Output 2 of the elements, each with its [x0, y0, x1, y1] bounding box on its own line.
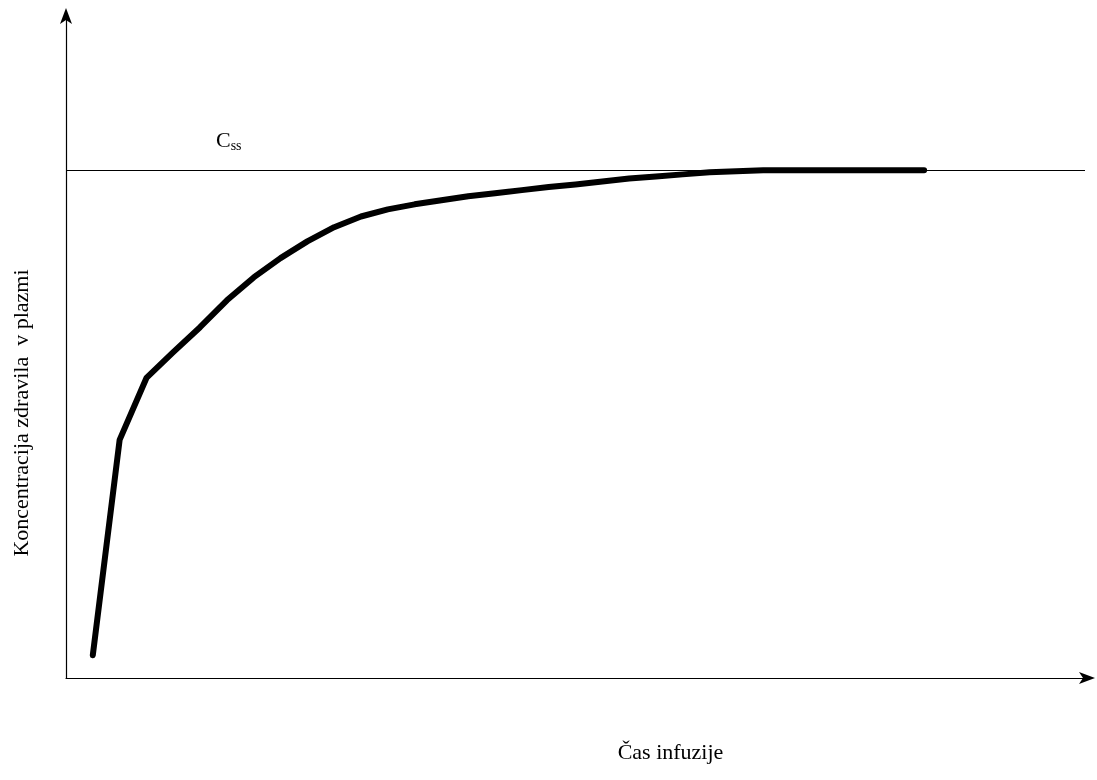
y-axis-title: Koncentracija zdravila v plazmi	[7, 269, 33, 557]
x-axis-title: Čas infuzije	[617, 738, 724, 764]
